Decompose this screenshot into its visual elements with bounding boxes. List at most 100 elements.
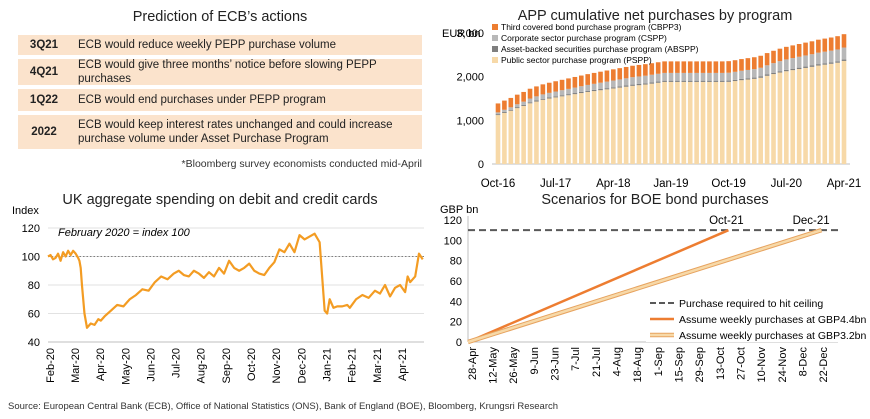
app-bar-cspp (508, 107, 514, 110)
app-legend-swatch (492, 57, 498, 63)
app-bar-cspp (662, 72, 667, 81)
app-y-tick-label: 2,000 (456, 72, 484, 84)
app-legend-label: Asset-backed securities purchase program… (501, 44, 699, 54)
app-bar-cspp (739, 70, 744, 79)
app-bar-pspp (758, 77, 764, 164)
app-bar-abspp (662, 80, 667, 82)
app-bar-cbpp3 (502, 100, 507, 110)
uk-spending-line (47, 232, 424, 329)
boe-x-tick-label: 18-Aug (632, 347, 644, 382)
app-bar-pspp (777, 72, 783, 164)
app-bar-pspp (649, 83, 655, 164)
app-bar-cbpp3 (572, 76, 578, 88)
boe-scenario-line (467, 228, 822, 344)
app-bar-pspp (598, 90, 603, 164)
app-bar-pspp (719, 81, 725, 164)
app-bar-cbpp3 (649, 63, 655, 75)
app-bar-cspp (713, 72, 719, 81)
app-y-tick-label: 3,000 (456, 28, 484, 40)
app-bar-pspp (841, 60, 847, 164)
app-legend-swatch (492, 35, 498, 41)
app-bar-abspp (527, 102, 533, 104)
app-bar-cbpp3 (726, 61, 731, 73)
app-bar-cbpp3 (668, 61, 674, 73)
app-bar-cspp (604, 81, 610, 89)
app-bar-cbpp3 (534, 86, 539, 97)
app-bar-cbpp3 (508, 97, 514, 108)
app-bar-abspp (713, 80, 719, 82)
app-bar-cspp (732, 71, 738, 80)
app-bar-cbpp3 (816, 39, 821, 53)
app-bar-cbpp3 (617, 68, 623, 80)
app-bar-cspp (687, 72, 693, 81)
app-bar-pspp (611, 88, 616, 164)
app-bar-abspp (508, 109, 514, 111)
app-bar-cbpp3 (540, 84, 546, 95)
app-bar-cbpp3 (514, 94, 520, 105)
app-bar-pspp (521, 105, 526, 164)
boe-x-tick-label: 27-Oct (736, 347, 748, 380)
app-bar-cbpp3 (655, 62, 661, 74)
app-bar-abspp (764, 74, 770, 76)
app-bar-abspp (649, 82, 655, 84)
app-y-tick-label: 1,000 (456, 115, 484, 127)
app-bar-abspp (694, 80, 699, 82)
ecb-row-quarter: 1Q22 (29, 94, 59, 106)
app-bar-cbpp3 (751, 57, 757, 70)
app-bar-pspp (630, 85, 635, 164)
source-note: Source: European Central Bank (ECB), Off… (8, 401, 559, 412)
ecb-panel-title: Prediction of ECB’s actions (132, 9, 308, 25)
app-bar-abspp (540, 98, 546, 100)
app-x-tick-label: Jul-20 (771, 178, 802, 190)
app-x-tick-label: Oct-16 (481, 178, 516, 190)
app-bar-pspp (553, 97, 558, 164)
app-chart-title: APP cumulative net purchases by program (517, 8, 793, 24)
app-bar-cspp (777, 61, 783, 72)
app-bar-cspp (566, 88, 571, 95)
app-bar-cspp (707, 72, 712, 81)
boe-y-tick-label: 60 (450, 276, 462, 288)
app-bar-cbpp3 (662, 61, 667, 73)
app-bar-pspp (816, 65, 821, 164)
app-bar-abspp (803, 66, 808, 68)
app-bar-cspp (514, 104, 520, 108)
app-bar-cspp (758, 67, 764, 77)
app-bar-cbpp3 (630, 65, 635, 78)
app-bar-abspp (546, 97, 552, 99)
app-bar-cbpp3 (732, 60, 738, 72)
app-bar-pspp (604, 89, 610, 164)
app-bar-abspp (585, 90, 591, 92)
app-bar-cspp (585, 84, 591, 91)
boe-x-tick-label: 10-Nov (756, 347, 768, 383)
app-bar-cbpp3 (771, 50, 776, 64)
ecb-footnote: *Bloomberg survey economists conducted m… (181, 158, 422, 170)
app-bar-cbpp3 (777, 48, 783, 62)
uk-spending-panel: UK aggregate spending on debit and credi… (0, 190, 440, 402)
app-bar-cbpp3 (591, 72, 597, 84)
app-bar-cspp (745, 69, 751, 79)
boe-chart-title: Scenarios for BOE bond purchases (541, 192, 769, 208)
boe-legend-label: Assume weekly purchases at GBP4.4bn (679, 314, 867, 326)
app-bar-cbpp3 (745, 58, 751, 70)
app-bar-cspp (790, 58, 796, 69)
uk-x-tick-label: Feb-20 (45, 348, 57, 383)
boe-y-tick-label: 80 (450, 256, 462, 268)
app-bar-cspp (636, 76, 642, 84)
uk-x-tick-label: Apr-21 (397, 348, 409, 381)
app-bar-abspp (809, 65, 815, 67)
ecb-row-quarter: 3Q21 (29, 39, 59, 51)
app-bar-pspp (732, 81, 738, 164)
app-bar-pspp (694, 81, 699, 164)
boe-chart-panel: Scenarios for BOE bond purchases GBP bn 0… (440, 190, 870, 402)
boe-y-tick-label: 20 (450, 317, 462, 329)
app-bar-abspp (675, 80, 680, 82)
app-bar-cspp (700, 72, 706, 81)
ecb-predictions-panel: Prediction of ECB’s actions 3Q21 ECB wou… (0, 0, 440, 180)
app-bar-pspp (566, 95, 571, 164)
app-bar-cspp (816, 52, 821, 65)
uk-x-tick-label: Jul-20 (171, 348, 183, 378)
app-bar-cspp (502, 109, 507, 112)
ecb-row-text: ECB would reduce weekly PEPP purchase vo… (78, 39, 337, 51)
app-bar-cbpp3 (598, 71, 603, 83)
uk-y-tick-label: 120 (22, 223, 40, 235)
